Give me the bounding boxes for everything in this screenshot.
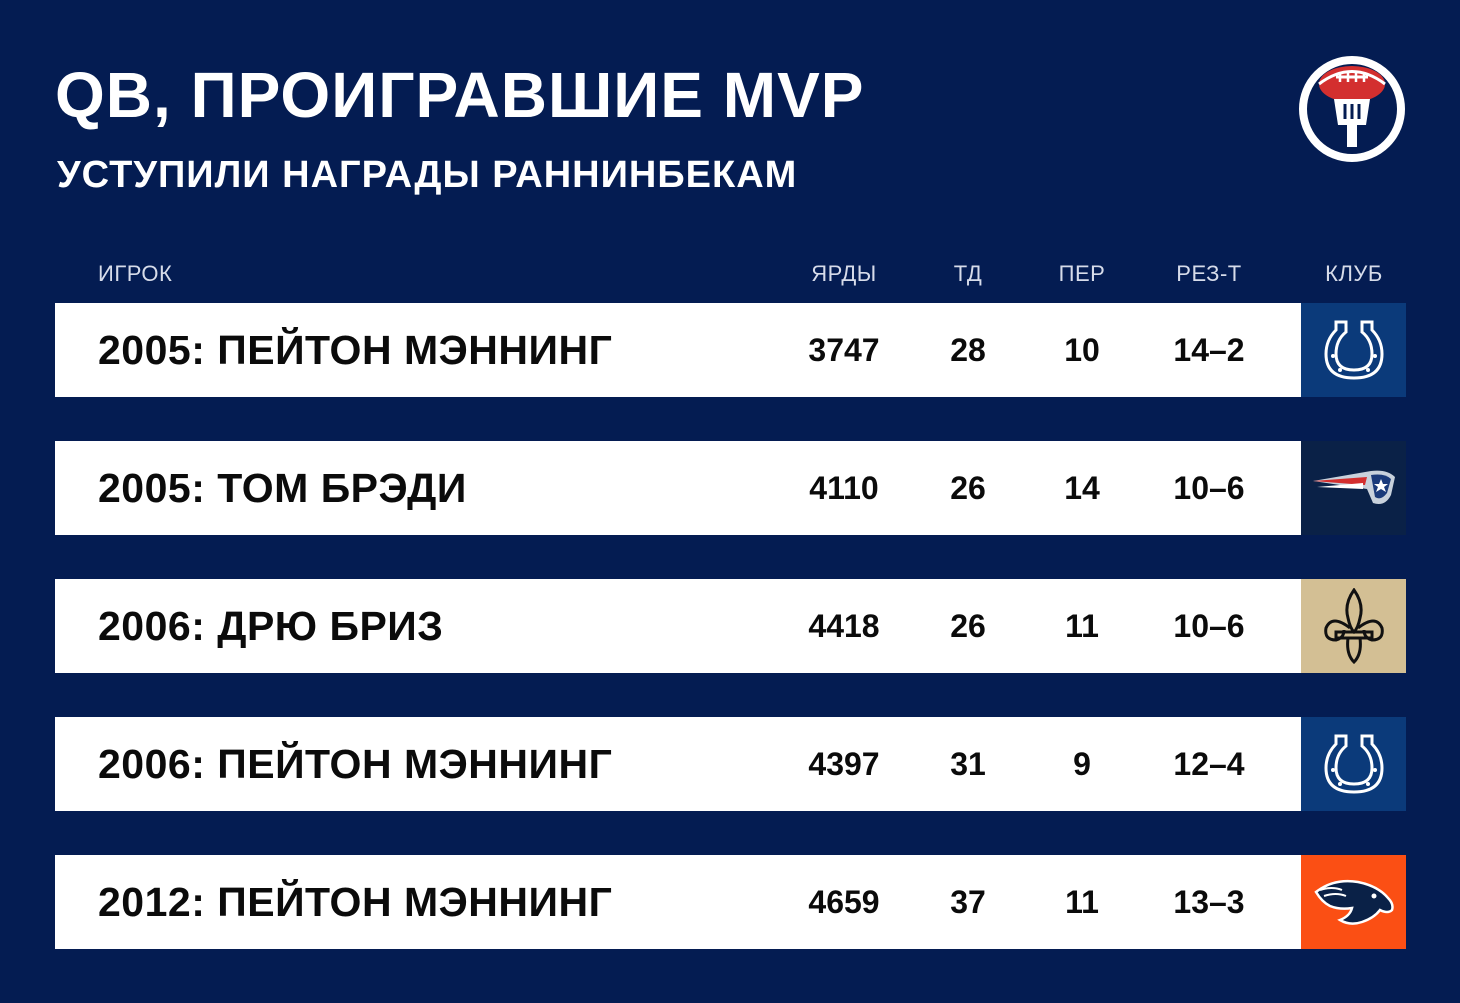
table-header: ИГРОК ЯРДЫ ТД ПЕР РЕЗ-Т КЛУБ [0, 258, 1460, 290]
table-row: 2006: ПЕЙТОН МЭННИНГ 4397 31 9 12–4 [55, 717, 1406, 811]
column-header-player: ИГРОК [98, 261, 173, 286]
int-cell: 11 [1065, 884, 1099, 920]
fleur-de-lis-icon [1323, 588, 1384, 664]
column-header-td: ТД [953, 261, 983, 286]
record-cell: 13–3 [1173, 884, 1245, 920]
record-cell: 14–2 [1173, 332, 1245, 368]
player-cell: 2005: ТОМ БРЭДИ [98, 465, 467, 511]
table-row: 2005: ТОМ БРЭДИ 4110 26 14 10–6 [55, 441, 1406, 535]
club-cell [1301, 303, 1406, 397]
column-header-int: ПЕР [1058, 261, 1106, 286]
player-cell: 2012: ПЕЙТОН МЭННИНГ [98, 879, 613, 925]
yards-cell: 4110 [809, 470, 879, 506]
record-cell: 10–6 [1173, 470, 1245, 506]
int-cell: 11 [1065, 608, 1099, 644]
td-cell: 31 [950, 746, 986, 782]
table-row: 2005: ПЕЙТОН МЭННИНГ 3747 28 10 14–2 [55, 303, 1406, 397]
int-cell: 9 [1073, 746, 1091, 782]
club-cell [1301, 441, 1406, 535]
yards-cell: 3747 [808, 332, 880, 368]
mvp-table: 2005: ПЕЙТОН МЭННИНГ 3747 28 10 14–2 200… [55, 303, 1406, 949]
patriot-icon [1312, 470, 1395, 504]
td-cell: 26 [950, 470, 986, 506]
int-cell: 14 [1064, 470, 1100, 506]
td-cell: 26 [950, 608, 986, 644]
horseshoe-icon [1323, 320, 1384, 380]
table-row: 2006: ДРЮ БРИЗ 4418 26 11 10–6 [55, 579, 1406, 673]
page-subtitle: УСТУПИЛИ НАГРАДЫ РАННИНБЕКАМ [57, 154, 798, 196]
yards-cell: 4418 [808, 608, 880, 644]
record-cell: 10–6 [1173, 608, 1245, 644]
int-cell: 10 [1064, 332, 1100, 368]
club-cell [1301, 717, 1406, 811]
football-tv-icon [1298, 55, 1406, 163]
column-header-club: КЛУБ [1325, 261, 1383, 286]
column-header-yards: ЯРДЫ [811, 261, 877, 286]
page-title: QB, ПРОИГРАВШИЕ MVP [55, 59, 865, 131]
yards-cell: 4397 [808, 746, 880, 782]
player-cell: 2006: ДРЮ БРИЗ [98, 603, 444, 649]
player-cell: 2006: ПЕЙТОН МЭННИНГ [98, 741, 613, 787]
club-cell [1301, 579, 1406, 673]
bronco-icon [1313, 879, 1394, 925]
column-header-record: РЕЗ-Т [1176, 261, 1242, 286]
horseshoe-icon [1323, 734, 1384, 794]
yards-cell: 4659 [808, 884, 880, 920]
record-cell: 12–4 [1173, 746, 1245, 782]
td-cell: 37 [950, 884, 986, 920]
player-cell: 2005: ПЕЙТОН МЭННИНГ [98, 327, 613, 373]
table-row: 2012: ПЕЙТОН МЭННИНГ 4659 37 11 13–3 [55, 855, 1406, 949]
td-cell: 28 [950, 332, 986, 368]
club-cell [1301, 855, 1406, 949]
